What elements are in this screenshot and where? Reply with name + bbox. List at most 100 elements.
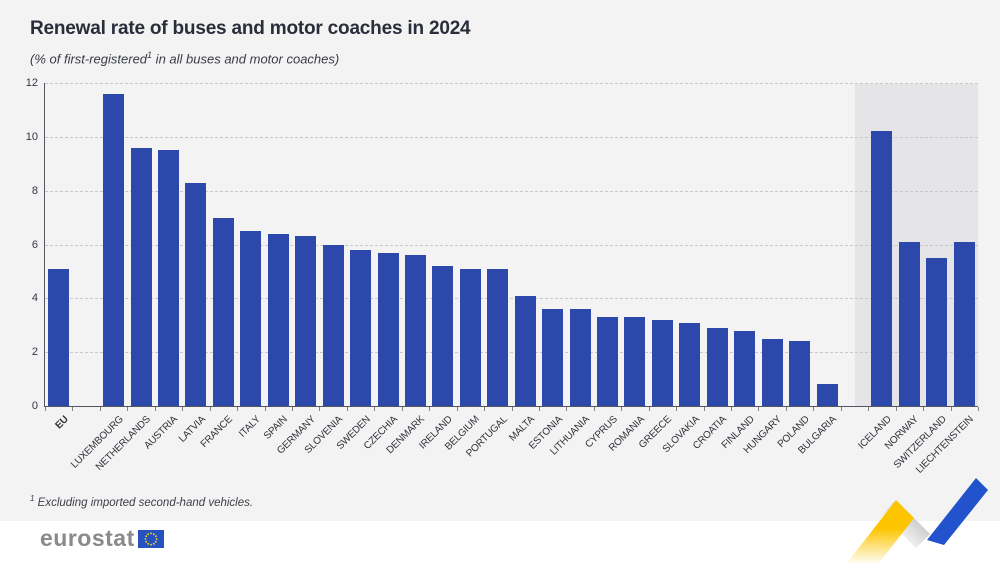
x-axis-tick [731,407,733,411]
footnote: 1 Excluding imported second-hand vehicle… [30,494,253,509]
gridline-12 [45,83,978,84]
y-axis-tick-label: 6 [31,238,38,251]
bar-sweden [350,249,372,406]
eurostat-logo: eurostat [40,527,164,550]
bar-cyprus [597,317,619,406]
bar-denmark [404,255,426,406]
x-axis-tick [99,407,101,411]
x-axis-tick [346,407,348,411]
gridline-10 [45,136,978,138]
x-axis-tick [374,407,376,411]
x-axis-tick [785,407,787,411]
subtitle-superscript: 1 [147,50,153,60]
subtitle-text-end: in all buses and motor coaches) [152,51,340,67]
x-axis-tick [209,407,211,411]
deco-yellow-band [847,500,914,563]
x-axis-tick [538,407,540,411]
bar-bulgaria [816,384,838,406]
eu-flag-icon [137,529,164,548]
bar-latvia [185,182,207,406]
x-axis-tick [511,407,513,411]
bar-portugal [487,268,509,406]
eu-flag-stars [144,532,158,545]
x-axis-tick [978,407,979,411]
x-axis-tick [593,407,595,411]
bar-slovakia [679,322,701,406]
bar-estonia [542,309,564,406]
bar-switzerland [926,257,948,406]
x-axis-tick [676,407,678,411]
footnote-superscript: 1 [30,494,35,503]
x-axis-tick [840,407,842,411]
gridline-4 [45,298,978,300]
bar-czechia [377,252,399,406]
bar-lithuania [569,309,591,406]
eurostat-wordmark: eurostat [40,525,135,551]
bar-liechtenstein [953,241,975,406]
bar-greece [651,319,673,406]
bar-germany [295,236,317,406]
gridline-8 [45,190,978,192]
x-axis-tick [291,407,293,411]
x-axis-tick [127,407,129,411]
x-axis-tick [758,407,760,411]
y-axis-tick-label: 10 [25,130,38,143]
y-axis-line [44,83,45,406]
x-axis-tick [813,407,815,411]
bar-italy [240,231,262,406]
x-axis-tick [264,407,266,411]
x-axis-tick [950,407,952,411]
x-axis-tick [154,407,156,411]
bar-eu [48,268,70,406]
bar-hungary [761,338,783,406]
bar-france [212,217,234,406]
x-axis-tick [45,407,46,411]
zigzag-arrow-decoration [847,478,988,563]
x-axis-tick [429,407,431,411]
gridline-2 [45,352,978,354]
bar-austria [157,150,179,406]
x-axis-tick [182,407,184,411]
bar-finland [734,330,756,406]
gridline-6 [45,244,978,246]
y-axis-tick-label: 0 [31,400,38,412]
x-axis-tick [484,407,486,411]
x-axis-tick [621,407,623,411]
bar-croatia [706,327,728,406]
x-axis-line [44,406,978,407]
x-axis-tick [237,407,239,411]
y-axis-tick-label: 8 [31,184,38,197]
x-axis-tick [703,407,705,411]
chart-title: Renewal rate of buses and motor coaches … [30,18,471,39]
x-axis-tick [648,407,650,411]
bar-ireland [432,266,454,406]
y-axis-tick-label: 12 [25,77,38,89]
bar-romania [624,317,646,406]
y-axis-tick-label: 4 [31,292,38,305]
chart-subtitle: (% of first-registered1 in all buses and… [30,50,339,66]
y-axis-tick-label: 2 [31,346,38,359]
bar-slovenia [322,244,344,406]
bar-spain [267,233,289,406]
x-axis-tick [566,407,568,411]
footnote-text: Excluding imported second-hand vehicles. [34,496,254,509]
bar-norway [898,241,920,406]
bar-belgium [459,268,481,406]
deco-blue-band [927,478,988,545]
bar-luxembourg [103,93,125,406]
bar-malta [514,295,536,406]
x-axis-tick [72,407,74,411]
bar-netherlands [130,147,152,406]
footer-band [0,521,1000,563]
bar-iceland [871,131,893,406]
x-axis-tick [319,407,321,411]
bar-poland [789,341,811,406]
x-axis-tick [923,407,925,411]
x-axis-tick [456,407,458,411]
subtitle-text: (% of first-registered [30,51,148,67]
x-axis-tick [895,407,897,411]
x-axis-tick [401,407,403,411]
x-axis-tick [868,407,870,411]
